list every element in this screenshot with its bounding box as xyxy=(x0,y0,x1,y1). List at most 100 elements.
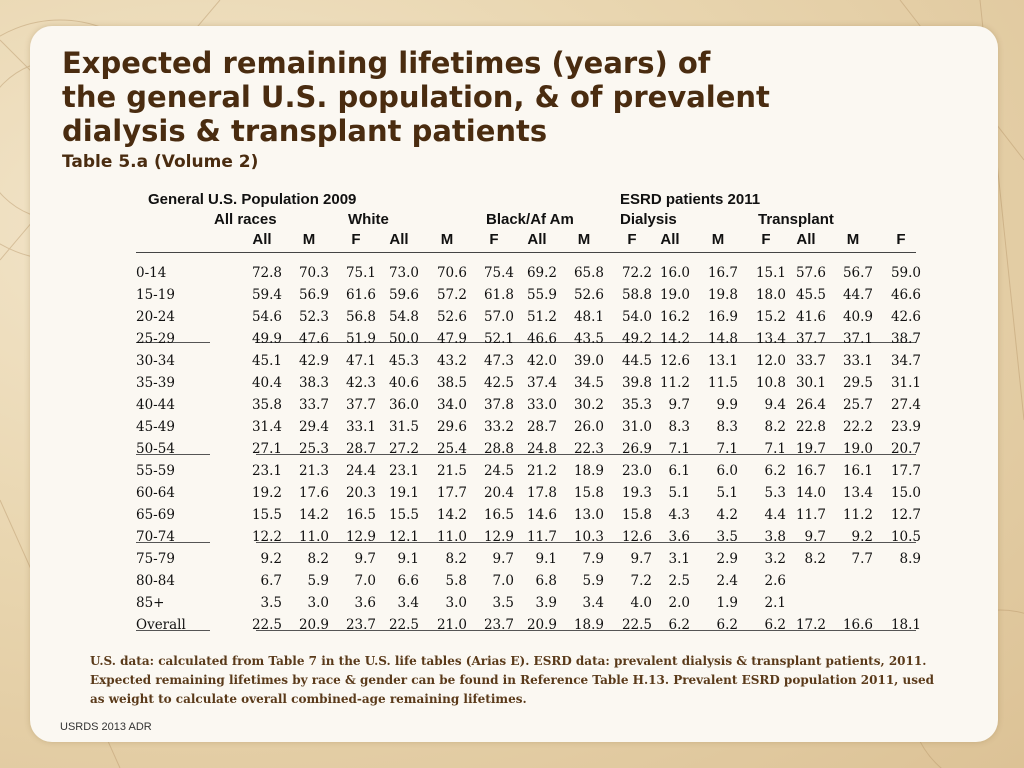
table-cell: 5.9 xyxy=(307,573,329,589)
group-separator xyxy=(136,630,210,631)
col-header: M xyxy=(711,231,725,248)
table-cell: 9.2 xyxy=(260,551,282,567)
table-cell: 15.8 xyxy=(573,485,604,501)
table-cell: 65.8 xyxy=(573,265,604,281)
header-rule xyxy=(136,252,916,253)
title-line-1: Expected remaining lifetimes (years) of xyxy=(62,46,711,80)
row-label: 0-14 xyxy=(136,265,167,281)
table-cell: 33.1 xyxy=(842,353,873,369)
table-cell: 3.0 xyxy=(445,595,467,611)
table-cell: 45.3 xyxy=(388,353,419,369)
row-label: 65-69 xyxy=(136,507,175,523)
table-cell: 8.9 xyxy=(899,551,921,567)
table-cell: 23.9 xyxy=(890,419,921,435)
table-cell: 29.6 xyxy=(436,419,467,435)
table-cell: 52.6 xyxy=(436,309,467,325)
table-cell: 7.7 xyxy=(851,551,873,567)
table-cell: 27.2 xyxy=(388,441,419,457)
table-row: 20-24 54.6 52.3 56.8 54.8 52.6 57.0 51.2 48.1 54.… xyxy=(136,306,936,328)
table-cell: 31.0 xyxy=(621,419,652,435)
table-cell: 21.0 xyxy=(436,617,467,633)
table-cell: 34.7 xyxy=(890,353,921,369)
table-cell: 7.1 xyxy=(764,441,786,457)
table-cell: 2.6 xyxy=(764,573,786,589)
table-cell: 16.7 xyxy=(707,265,738,281)
header-esrd: ESRD patients 2011 xyxy=(620,191,761,208)
table-cell: 2.0 xyxy=(668,595,690,611)
row-label: 45-49 xyxy=(136,419,175,435)
table-cell: 27.4 xyxy=(890,397,921,413)
table-cell: 19.7 xyxy=(795,441,826,457)
table-cell: 5.1 xyxy=(668,485,690,501)
table-cell: 42.6 xyxy=(890,309,921,325)
table-cell: 42.0 xyxy=(526,353,557,369)
table-cell: 12.6 xyxy=(659,353,690,369)
table-cell: 75.1 xyxy=(345,265,376,281)
table-row: Overall 22.5 20.9 23.7 22.5 21.0 23.7 20.9 18.9 2… xyxy=(136,614,936,636)
row-label: 60-64 xyxy=(136,485,175,501)
table-cell: 31.4 xyxy=(251,419,282,435)
table-cell: 9.7 xyxy=(492,551,514,567)
table-cell: 9.7 xyxy=(630,551,652,567)
table-cell: 47.6 xyxy=(298,331,329,347)
table-cell: 14.6 xyxy=(526,507,557,523)
table-cell: 18.1 xyxy=(890,617,921,633)
table-cell: 40.6 xyxy=(388,375,419,391)
table-row: 30-34 45.1 42.9 47.1 45.3 43.2 47.3 42.0 39.0 44.… xyxy=(136,350,936,372)
slide-panel: Expected remaining lifetimes (years) of … xyxy=(30,26,998,742)
table-cell: 59.0 xyxy=(890,265,921,281)
table-cell: 22.5 xyxy=(621,617,652,633)
col-header: F xyxy=(351,231,361,248)
table-cell: 54.6 xyxy=(251,309,282,325)
table-cell: 5.3 xyxy=(764,485,786,501)
row-label: 25-29 xyxy=(136,331,175,347)
table-cell: 26.9 xyxy=(621,441,652,457)
header-black: Black/Af Am xyxy=(486,211,574,228)
table-cell: 14.2 xyxy=(659,331,690,347)
col-header: M xyxy=(846,231,860,248)
table-cell: 11.2 xyxy=(842,507,873,523)
table-cell: 6.2 xyxy=(764,617,786,633)
col-header: M xyxy=(302,231,316,248)
table-cell: 16.2 xyxy=(659,309,690,325)
table-cell: 3.1 xyxy=(668,551,690,567)
table-cell: 8.3 xyxy=(668,419,690,435)
col-header: All xyxy=(660,231,680,248)
table-cell: 17.7 xyxy=(890,463,921,479)
table-cell: 9.1 xyxy=(397,551,419,567)
table-cell: 30.1 xyxy=(795,375,826,391)
row-label: 75-79 xyxy=(136,551,175,567)
table-cell: 19.3 xyxy=(621,485,652,501)
note-line-3: as weight to calculate overall combined-… xyxy=(90,692,527,706)
table-cell: 14.2 xyxy=(298,507,329,523)
table-cell: 23.7 xyxy=(345,617,376,633)
table-cell: 2.9 xyxy=(716,551,738,567)
table-cell: 3.5 xyxy=(716,529,738,545)
table-cell: 7.0 xyxy=(492,573,514,589)
slide-title: Expected remaining lifetimes (years) of … xyxy=(62,46,770,148)
table-cell: 38.5 xyxy=(436,375,467,391)
table-cell: 22.2 xyxy=(842,419,873,435)
table-cell: 56.8 xyxy=(345,309,376,325)
table-cell: 18.0 xyxy=(755,287,786,303)
col-header: F xyxy=(627,231,637,248)
table-cell: 34.0 xyxy=(436,397,467,413)
table-cell: 42.3 xyxy=(345,375,376,391)
title-line-2: the general U.S. population, & of preval… xyxy=(62,80,770,114)
table-cell: 52.6 xyxy=(573,287,604,303)
table-cell: 52.3 xyxy=(298,309,329,325)
table-cell: 1.9 xyxy=(716,595,738,611)
table-cell: 15.1 xyxy=(755,265,786,281)
source-note: U.S. data: calculated from Table 7 in th… xyxy=(90,652,970,709)
table-cell: 40.9 xyxy=(842,309,873,325)
group-separator xyxy=(256,542,916,543)
table-cell: 17.7 xyxy=(436,485,467,501)
table-cell: 26.0 xyxy=(573,419,604,435)
table-row: 35-39 40.4 38.3 42.3 40.6 38.5 42.5 37.4 34.5 39.… xyxy=(136,372,936,394)
table-cell: 44.7 xyxy=(842,287,873,303)
title-line-3: dialysis & transplant patients xyxy=(62,114,548,148)
table-cell: 52.1 xyxy=(483,331,514,347)
table-cell: 3.5 xyxy=(492,595,514,611)
table-cell: 58.8 xyxy=(621,287,652,303)
table-cell: 72.2 xyxy=(621,265,652,281)
